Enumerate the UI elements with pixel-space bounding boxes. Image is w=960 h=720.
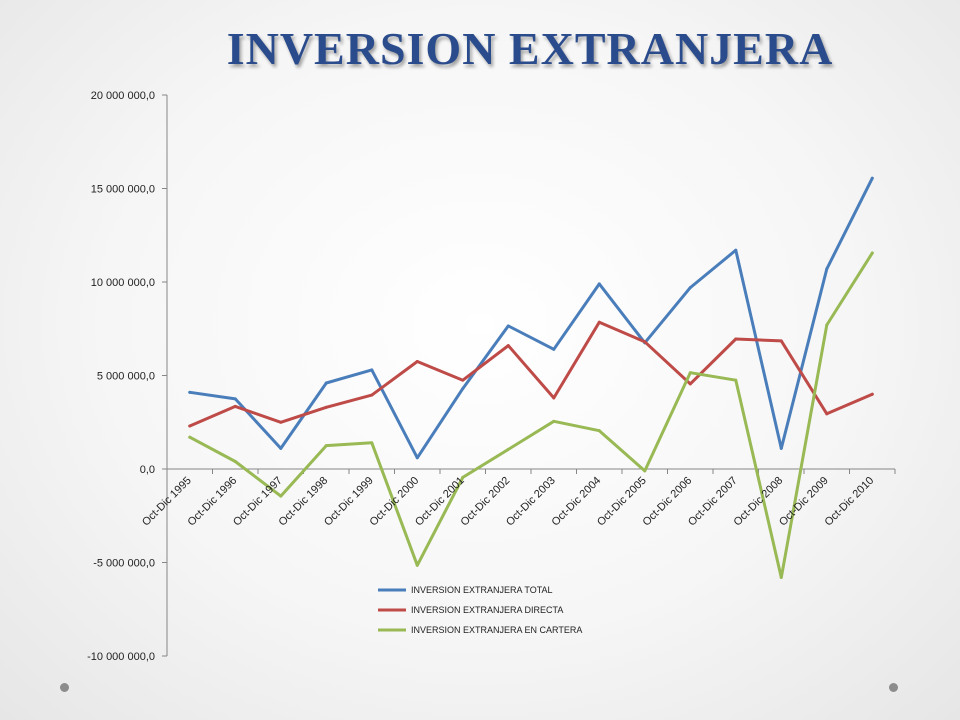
series-2-point: [370, 393, 374, 397]
series-3-point: [233, 460, 237, 464]
series-1-point: [779, 446, 783, 450]
series-2-point: [734, 337, 738, 341]
series-3-point: [506, 447, 510, 451]
series-1-point: [734, 248, 738, 252]
chart-legend: INVERSION EXTRANJERA TOTAL INVERSION EXTR…: [378, 585, 582, 635]
series-2-point: [233, 404, 237, 408]
legend-label-2: INVERSION EXTRANJERA DIRECTA: [411, 605, 563, 615]
series-3-point: [415, 563, 419, 567]
series-1-point: [552, 347, 556, 351]
series-2-point: [688, 382, 692, 386]
series-2-point: [825, 412, 829, 416]
series-2-point: [415, 359, 419, 363]
series-1-point: [688, 286, 692, 290]
series-3-point: [188, 435, 192, 439]
series-3-point: [779, 575, 783, 579]
series-line-1: [188, 176, 874, 460]
series-line-3: [188, 251, 874, 579]
series-2-point: [188, 424, 192, 428]
series-2-point: [552, 396, 556, 400]
right-bullet-icon: [889, 683, 898, 692]
series-2-point: [279, 420, 283, 424]
series-1-point: [324, 381, 328, 385]
series-1-point: [597, 282, 601, 286]
series-3-point: [734, 378, 738, 382]
series-2-point: [870, 392, 874, 396]
series-1-point: [870, 176, 874, 180]
series-3-point: [825, 323, 829, 327]
legend-label-3: INVERSION EXTRANJERA EN CARTERA: [411, 625, 582, 635]
series-3-point: [597, 429, 601, 433]
series-3-point: [552, 419, 556, 423]
y-tick-label: 5 000 000,0: [97, 371, 155, 383]
y-tick-label: -5 000 000,0: [93, 558, 155, 570]
series-1-point: [188, 390, 192, 394]
series-2-point: [597, 320, 601, 324]
series-1-point: [506, 324, 510, 328]
series-1-point: [233, 397, 237, 401]
y-tick-label: -10 000 000,0: [87, 651, 155, 663]
series-1-point: [825, 267, 829, 271]
y-tick-label: 0,0: [140, 464, 155, 476]
chart-axes: [162, 94, 896, 657]
slide-title: INVERSION EXTRANJERA: [226, 23, 834, 74]
y-tick-label: 20 000 000,0: [91, 90, 155, 102]
series-1-point: [415, 456, 419, 460]
series-1-point: [461, 387, 465, 391]
series-3-point: [324, 444, 328, 448]
chart-series: [188, 176, 874, 579]
series-2-point: [461, 378, 465, 382]
series-1-point: [279, 446, 283, 450]
series-2-point: [506, 344, 510, 348]
series-3-point: [688, 371, 692, 375]
y-tick-label: 10 000 000,0: [91, 277, 155, 289]
y-tick-labels: -10 000 000,0 -5 000 000,0 0,0 5 000 000,0 1…: [87, 90, 155, 663]
series-1-point: [370, 368, 374, 372]
series-3-point: [643, 469, 647, 473]
series-3-point: [370, 441, 374, 445]
y-tick-label: 15 000 000,0: [91, 184, 155, 196]
series-line-2: [188, 320, 874, 428]
series-3-point: [461, 475, 465, 479]
series-3-point: [870, 251, 874, 255]
x-tick-label: Oct-Dic 2010: [822, 475, 876, 529]
series-2-point: [779, 339, 783, 343]
series-3-point: [279, 494, 283, 498]
series-2-point: [324, 405, 328, 409]
legend-label-1: INVERSION EXTRANJERA TOTAL: [411, 585, 553, 595]
series-2-point: [643, 340, 647, 344]
left-bullet-icon: [60, 683, 69, 692]
